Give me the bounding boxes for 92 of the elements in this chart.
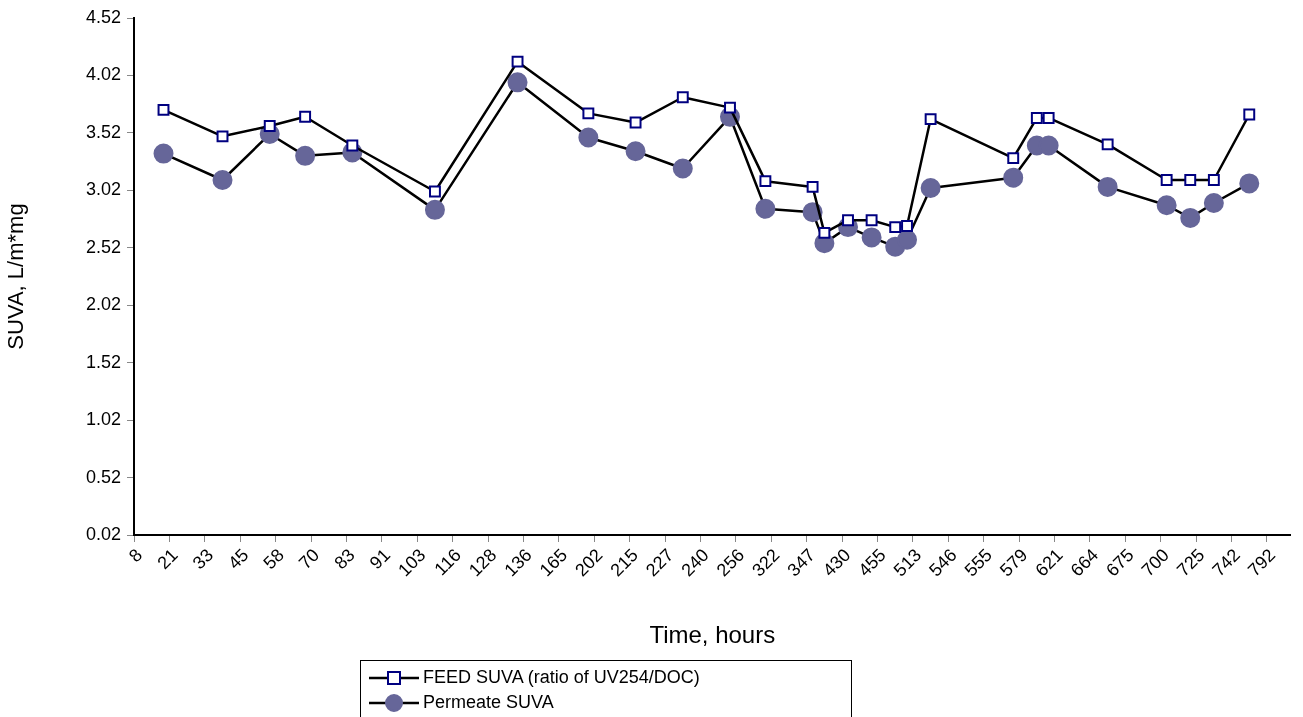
y-tick-label: 2.02	[85, 294, 121, 315]
point	[1030, 112, 1043, 124]
y-tick-label: 1.02	[85, 409, 121, 430]
legend-label: Permeate SUVA	[423, 692, 554, 713]
point	[511, 55, 524, 68]
x-tick-label: 621	[1031, 544, 1067, 581]
y-tick-label: 4.52	[85, 6, 121, 27]
point	[1160, 174, 1173, 186]
point	[157, 103, 170, 116]
x-axis-title: Time, hours	[649, 621, 776, 649]
point	[153, 143, 174, 164]
point	[212, 169, 233, 190]
point	[578, 127, 599, 148]
x-tick-label: 103	[394, 544, 430, 581]
point	[1184, 174, 1197, 186]
point	[897, 229, 918, 250]
y-tick-label: 1.52	[85, 351, 121, 372]
x-tick-label: 83	[330, 544, 359, 574]
x-tick-label: 215	[606, 544, 642, 581]
point	[1239, 173, 1260, 194]
point	[429, 185, 441, 198]
x-tick-label: 128	[464, 544, 501, 581]
x-tick-label: 33	[188, 544, 218, 574]
point	[755, 198, 776, 219]
point	[216, 130, 229, 143]
point	[901, 220, 913, 232]
x-tick-label: 45	[224, 544, 253, 574]
point	[806, 180, 819, 193]
point	[1101, 138, 1114, 151]
x-tick-label: 546	[925, 544, 961, 581]
x-tick-label: 579	[995, 544, 1032, 581]
x-tick-label: 322	[748, 544, 784, 581]
x-tick-label: 240	[677, 544, 713, 581]
point	[263, 120, 276, 132]
x-tick-label: 21	[153, 544, 182, 574]
y-axis-title: SUVA, L/m*mg	[3, 203, 29, 350]
point	[629, 116, 642, 129]
point	[889, 221, 902, 234]
point	[346, 139, 359, 152]
y-tick-label: 0.52	[85, 466, 121, 487]
x-tick-label: 700	[1137, 544, 1173, 581]
x-tick-label: 347	[783, 544, 819, 581]
point	[818, 226, 831, 239]
point	[507, 72, 528, 93]
point	[295, 145, 316, 166]
legend-label: FEED SUVA (ratio of UV254/DOC)	[423, 667, 700, 688]
x-tick-label: 455	[854, 544, 890, 581]
point	[861, 227, 882, 248]
point	[1003, 167, 1024, 188]
y-tick-label: 3.02	[85, 179, 121, 200]
x-tick-label: 116	[430, 544, 465, 580]
y-tick-label: 3.52	[85, 121, 121, 142]
x-tick-label: 8	[125, 544, 147, 567]
y-tick-label: 0.02	[85, 523, 121, 544]
point	[672, 158, 693, 179]
point	[1207, 174, 1220, 186]
point	[924, 113, 937, 126]
x-tick-label: 430	[818, 544, 855, 581]
y-tick-label: 2.52	[85, 236, 121, 257]
x-tick-label: 91	[365, 544, 395, 574]
y-tick-label: 4.02	[85, 64, 121, 85]
point	[759, 175, 772, 188]
x-tick-label: 136	[500, 544, 536, 581]
point	[1180, 207, 1201, 228]
x-tick-label: 202	[571, 544, 607, 581]
x-tick-label: 256	[712, 544, 749, 581]
point	[1097, 176, 1118, 197]
x-tick-label: 513	[889, 544, 926, 581]
point	[676, 91, 689, 104]
point	[625, 141, 646, 162]
x-tick-label: 664	[1066, 544, 1103, 581]
point	[1042, 112, 1055, 124]
point	[1007, 152, 1020, 165]
x-tick-label: 58	[259, 544, 288, 574]
x-tick-label: 742	[1208, 544, 1244, 581]
point	[865, 214, 878, 227]
x-tick-label: 165	[535, 544, 572, 581]
point	[582, 107, 595, 120]
point	[842, 214, 854, 227]
x-tick-label: 725	[1173, 544, 1209, 581]
point	[424, 199, 445, 220]
point	[1203, 192, 1224, 213]
point	[299, 110, 312, 123]
point	[1243, 108, 1256, 121]
x-tick-label: 70	[294, 544, 324, 574]
x-tick-label: 792	[1243, 544, 1280, 581]
point	[724, 101, 736, 114]
point	[920, 178, 941, 199]
x-tick-label: 555	[960, 544, 996, 581]
x-tick-label: 227	[641, 544, 678, 581]
point	[1156, 195, 1177, 216]
x-tick-label: 675	[1102, 544, 1138, 581]
